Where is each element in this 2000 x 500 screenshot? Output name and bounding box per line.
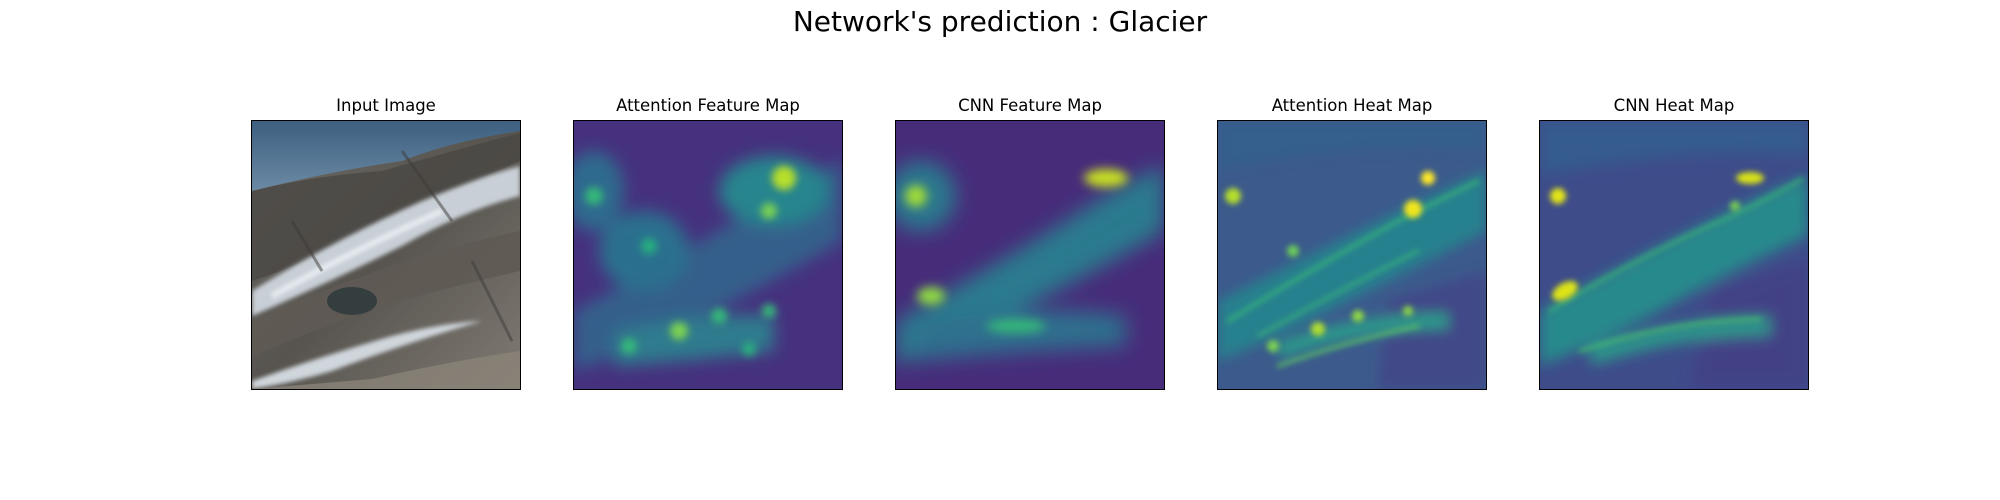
panel-cnn-feature-map: CNN Feature Map (895, 96, 1165, 390)
panel-attention-feature-map: Attention Feature Map (573, 96, 843, 390)
figure-title: Network's prediction : Glacier (792, 5, 1208, 38)
input-image (251, 120, 521, 390)
panel-title: Attention Heat Map (1271, 96, 1433, 115)
cnn-heat-map (1539, 120, 1809, 390)
heatmap-image (896, 121, 1164, 389)
panel-title: CNN Heat Map (1613, 96, 1735, 115)
heatmap-image (1540, 121, 1808, 389)
attention-feature-map (573, 120, 843, 390)
heatmap-image (574, 121, 842, 389)
panel-attention-heat-map: Attention Heat Map (1217, 96, 1487, 390)
panel-cnn-heat-map: CNN Heat Map (1539, 96, 1809, 390)
heatmap-image (1218, 121, 1486, 389)
panel-input-image: Input Image (251, 96, 521, 390)
panel-title: Attention Feature Map (616, 96, 800, 115)
panel-title: Input Image (336, 96, 436, 115)
glacier-photo (252, 121, 520, 389)
panel-title: CNN Feature Map (958, 96, 1102, 115)
attention-heat-map (1217, 120, 1487, 390)
cnn-feature-map (895, 120, 1165, 390)
